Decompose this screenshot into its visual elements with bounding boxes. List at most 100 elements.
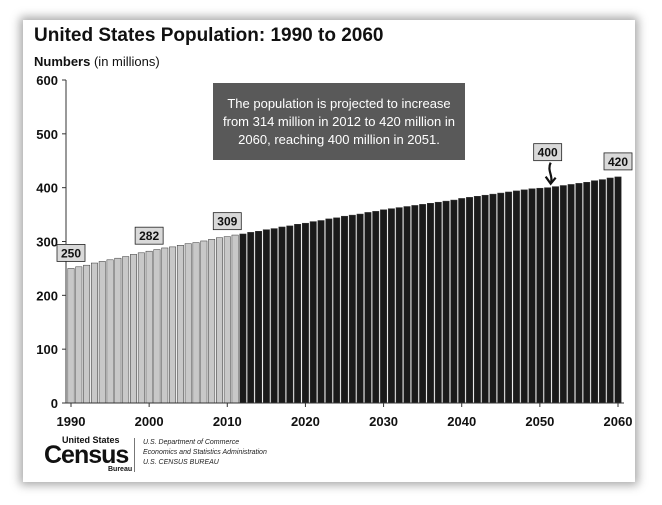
bar-2009 — [216, 237, 223, 404]
x-tick-label-2010: 2010 — [213, 414, 242, 429]
y-tick-label-300: 300 — [36, 235, 58, 250]
x-tick-label-2030: 2030 — [369, 414, 398, 429]
bar-1990 — [67, 268, 75, 404]
value-label-box-1990 — [56, 244, 86, 262]
bar-2048 — [520, 189, 528, 404]
agency-block: U.S. Department of Commerce Economics an… — [143, 438, 267, 468]
y-axis-units-bold: Numbers — [34, 54, 91, 69]
bar-1991 — [75, 266, 83, 404]
bar-2000 — [145, 250, 153, 404]
bar-2037 — [434, 201, 442, 404]
bar-2033 — [403, 206, 411, 404]
bar-2053 — [559, 185, 567, 404]
bar-2024 — [333, 217, 341, 404]
bar-2052 — [552, 186, 559, 404]
bar-2044 — [489, 193, 497, 404]
bar-2050 — [536, 187, 544, 404]
bar-2008 — [208, 239, 216, 404]
x-tick-label-2040: 2040 — [447, 414, 476, 429]
bar-2031 — [387, 208, 395, 404]
bar-2045 — [497, 192, 505, 404]
bar-2003 — [169, 246, 177, 404]
bar-2056 — [583, 182, 591, 404]
annotation-arrow-head — [544, 176, 557, 186]
value-label-box-2051 — [533, 143, 563, 162]
bar-2020 — [301, 222, 309, 404]
bar-2060 — [614, 176, 622, 404]
value-label-box-2060 — [603, 152, 633, 171]
bar-2001 — [153, 249, 161, 404]
value-label-box-2010 — [212, 212, 242, 231]
value-label-2051: 400 — [538, 146, 558, 160]
bar-2014 — [255, 231, 262, 404]
bar-2018 — [286, 225, 294, 404]
x-tick-label-2050: 2050 — [525, 414, 554, 429]
bar-2005 — [184, 243, 192, 404]
bar-2041 — [466, 197, 473, 404]
value-label-box-2000 — [134, 226, 164, 245]
bar-2034 — [411, 205, 419, 404]
y-tick-label-200: 200 — [36, 288, 58, 303]
y-tick-label-600: 600 — [36, 73, 58, 88]
bar-2055 — [575, 183, 583, 404]
census-logo-sub: Bureau — [108, 466, 133, 473]
value-label-1990: 250 — [61, 246, 81, 260]
census-logo-top: United States — [62, 435, 120, 445]
value-label-2060: 420 — [608, 155, 628, 169]
bar-2059 — [606, 177, 614, 404]
y-tick-label-100: 100 — [36, 342, 58, 357]
bar-2002 — [161, 247, 169, 404]
bar-2030 — [380, 209, 388, 404]
bar-2035 — [419, 204, 427, 404]
projection-callout-text: The population is projected to increase … — [223, 95, 455, 147]
bar-2017 — [278, 226, 286, 404]
bar-2049 — [528, 188, 536, 404]
y-tick-label-0: 0 — [51, 396, 58, 411]
bar-2047 — [512, 190, 520, 404]
agency-line-2: Economics and Statistics Administration — [143, 449, 267, 456]
value-label-2010: 309 — [217, 215, 237, 229]
bar-2004 — [176, 245, 184, 404]
bar-2010 — [223, 236, 231, 404]
bar-2057 — [591, 180, 599, 404]
bar-2036 — [427, 203, 434, 404]
bar-2054 — [567, 184, 575, 404]
bar-1994 — [98, 261, 106, 404]
y-axis-units-rest: (in millions) — [90, 54, 160, 69]
census-logo-wordmark: Census — [44, 441, 129, 469]
axes-group: 0 100 200 300 400 500 600 1990 2000 2010 2020 2030 2… — [36, 73, 632, 429]
bar-2039 — [450, 199, 458, 404]
bar-2023 — [325, 218, 333, 404]
value-label-2000: 282 — [139, 229, 159, 243]
bar-1997 — [122, 256, 130, 404]
bar-1995 — [106, 259, 114, 404]
bar-2007 — [200, 240, 208, 404]
agency-line-1: U.S. Department of Commerce — [143, 439, 240, 446]
y-tick-label-400: 400 — [36, 181, 58, 196]
bar-2027 — [356, 213, 364, 404]
x-tick-label-2020: 2020 — [291, 414, 320, 429]
x-tick-label-1990: 1990 — [57, 414, 86, 429]
bar-2019 — [294, 224, 302, 404]
projection-callout: The population is projected to increase … — [213, 83, 465, 160]
bar-2058 — [598, 179, 606, 404]
bar-2011 — [231, 234, 239, 404]
bar-1993 — [90, 262, 98, 404]
bar-2013 — [247, 232, 255, 404]
y-axis-units: Numbers (in millions) — [34, 54, 160, 69]
bar-1992 — [83, 264, 91, 404]
bar-2022 — [317, 220, 325, 404]
bar-2021 — [309, 221, 317, 404]
bar-2038 — [442, 200, 450, 404]
bar-2006 — [192, 242, 200, 404]
footer-divider — [134, 438, 135, 472]
bar-2012 — [239, 233, 247, 404]
bar-2042 — [473, 196, 481, 404]
bar-1998 — [130, 254, 137, 404]
bar-2043 — [481, 194, 489, 404]
bars-group — [67, 176, 622, 404]
bar-1996 — [114, 257, 122, 404]
agency-line-3: U.S. CENSUS BUREAU — [143, 459, 219, 466]
bar-2025 — [341, 215, 348, 404]
